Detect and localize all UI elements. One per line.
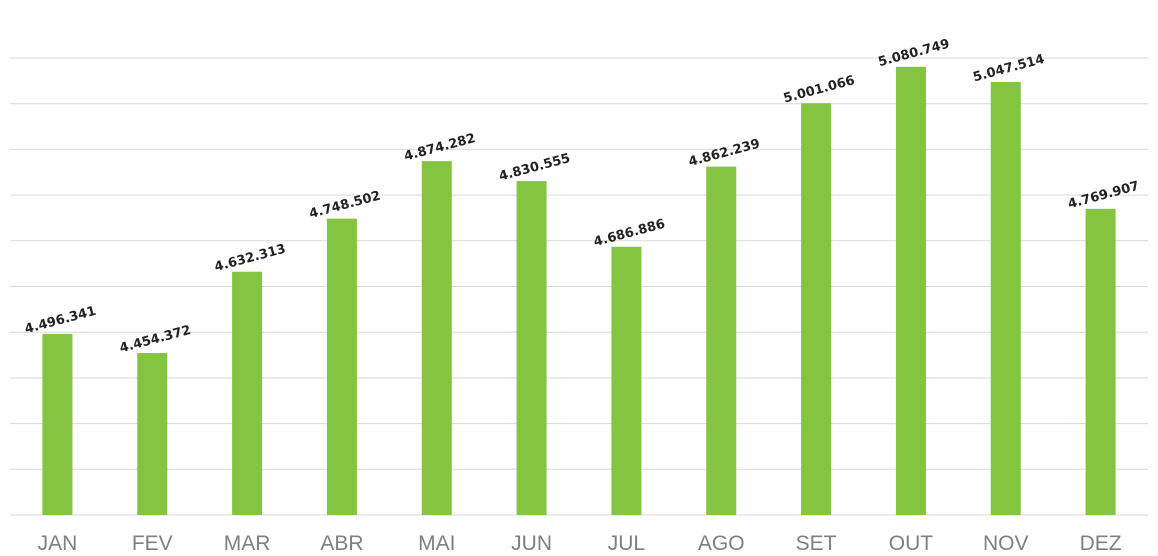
bar (895, 66, 926, 516)
data-label: 4.454.372 (118, 323, 193, 356)
bar (326, 218, 357, 515)
data-label: 5.080.749 (877, 37, 952, 70)
x-tick-label: OUT (889, 532, 934, 555)
data-label: 4.686.886 (592, 217, 667, 250)
x-tick-label: SET (796, 532, 837, 555)
data-label: 4.748.502 (308, 189, 383, 222)
bar (421, 161, 452, 515)
data-label: 4.862.239 (687, 137, 762, 170)
x-tick-label: JUL (608, 532, 645, 555)
data-label: 5.047.514 (972, 52, 1047, 85)
bar (990, 81, 1021, 516)
x-tick-label: JUN (511, 532, 552, 555)
x-tick-label: ABR (320, 532, 363, 555)
bar (232, 271, 263, 515)
x-tick-label: DEZ (1080, 532, 1122, 555)
data-label: 5.001.066 (782, 73, 857, 106)
data-label: 4.874.282 (403, 131, 478, 164)
x-tick-label: JAN (38, 532, 78, 555)
x-tick-label: AGO (698, 532, 745, 555)
bar (516, 181, 547, 516)
bar (611, 246, 642, 515)
data-label: 4.830.555 (497, 151, 572, 184)
bar (801, 103, 832, 516)
x-tick-label: MAI (418, 532, 455, 555)
bar (137, 353, 168, 515)
bar (706, 166, 737, 515)
data-label: 4.769.907 (1066, 179, 1141, 212)
bar (1085, 208, 1116, 516)
data-label: 4.632.313 (213, 242, 288, 275)
x-tick-label: FEV (132, 532, 173, 555)
bar (42, 333, 73, 515)
x-tick-label: NOV (983, 532, 1029, 555)
x-tick-label: MAR (224, 532, 271, 555)
